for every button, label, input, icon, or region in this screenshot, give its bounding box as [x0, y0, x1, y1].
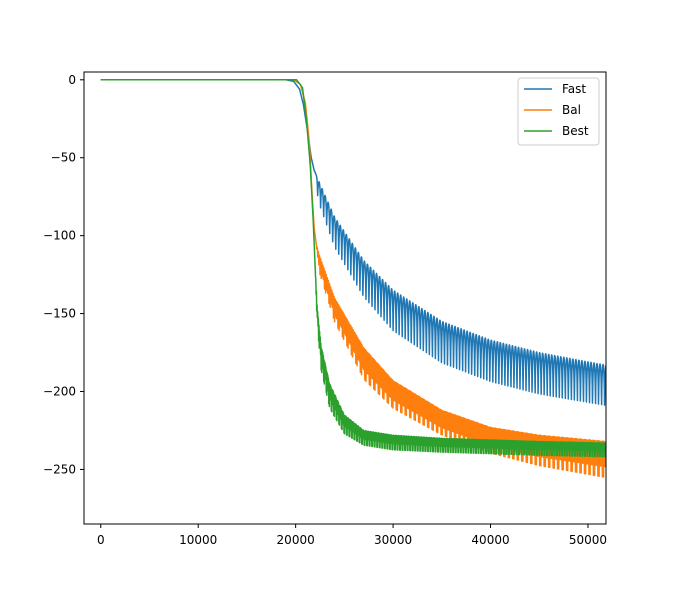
legend-label-fast: Fast — [562, 82, 586, 96]
legend-label-best: Best — [562, 124, 589, 138]
y-tick-label: −100 — [43, 229, 76, 243]
x-tick-label: 0 — [97, 533, 105, 547]
y-tick-label: 0 — [68, 73, 76, 87]
series-line-best — [100, 79, 606, 458]
x-tick-label: 40000 — [471, 533, 509, 547]
x-tick-label: 50000 — [569, 533, 607, 547]
y-tick-label: −50 — [51, 151, 76, 165]
x-axis: 0 10000 20000 30000 40000 50000 — [97, 524, 607, 547]
x-tick-label: 30000 — [374, 533, 412, 547]
y-axis: 0 −50 −100 −150 −200 −250 — [43, 73, 84, 476]
x-tick-label: 10000 — [179, 533, 217, 547]
legend: Fast Bal Best — [517, 77, 600, 146]
y-tick-label: −250 — [43, 462, 76, 476]
legend-box — [517, 77, 600, 146]
legend-label-bal: Bal — [562, 103, 581, 117]
y-tick-label: −200 — [43, 385, 76, 399]
series-layer — [100, 79, 606, 478]
x-tick-label: 20000 — [277, 533, 315, 547]
plot-area-frame — [83, 71, 607, 525]
y-tick-label: −150 — [43, 307, 76, 321]
